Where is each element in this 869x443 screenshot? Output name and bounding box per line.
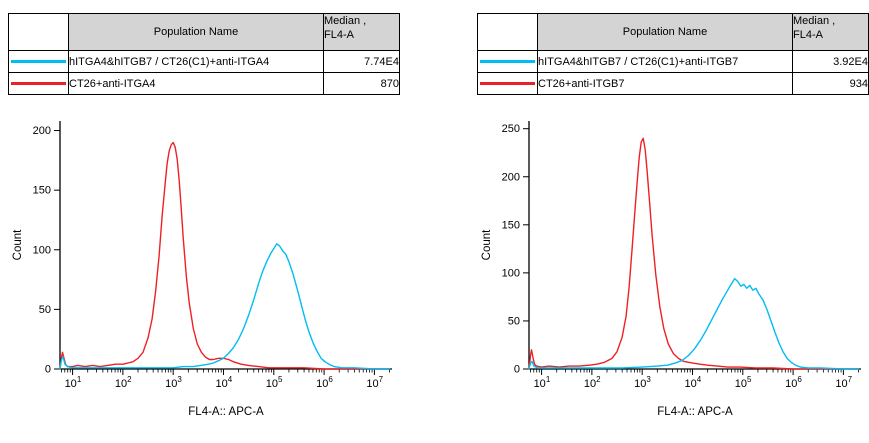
- series-color-swatch: [480, 60, 535, 63]
- svg-text:102: 102: [584, 375, 601, 390]
- series-color-swatch: [480, 82, 535, 85]
- svg-text:50: 50: [508, 315, 520, 327]
- legend-row: hITGA4&hITGB7 / CT26(C1)+anti-ITGA4 7.74…: [8, 50, 400, 73]
- svg-text:102: 102: [115, 375, 132, 390]
- svg-text:106: 106: [316, 375, 333, 390]
- legend-table: Population Name Median , FL4-A hITGA4&hI…: [477, 13, 869, 95]
- series-color-swatch: [11, 82, 66, 85]
- svg-text:107: 107: [366, 375, 383, 390]
- legend-header-median-line1: Median ,: [793, 15, 836, 27]
- svg-text:Count: Count: [12, 229, 24, 260]
- svg-text:150: 150: [33, 185, 51, 197]
- legend-header-median-line1: Median ,: [324, 15, 367, 27]
- panel-anti-itga4: Population Name Median , FL4-A hITGA4&hI…: [8, 13, 400, 443]
- legend-row: hITGA4&hITGB7 / CT26(C1)+anti-ITGB7 3.92…: [477, 50, 869, 73]
- legend-table: Population Name Median , FL4-A hITGA4&hI…: [8, 13, 400, 95]
- svg-text:107: 107: [835, 375, 852, 390]
- median-value: 3.92E4: [792, 50, 869, 73]
- svg-text:50: 50: [39, 304, 51, 316]
- flow-histogram-anti-itgb7: 0 50 100 150 200 250 101 102 103 104 105 106 107 FL4-…: [481, 121, 861, 418]
- legend-swatch-cell: [477, 72, 538, 95]
- legend-header-population: Population Name: [68, 13, 324, 51]
- svg-text:105: 105: [735, 375, 752, 390]
- svg-text:0: 0: [45, 364, 51, 376]
- svg-text:101: 101: [534, 375, 551, 390]
- svg-text:200: 200: [502, 171, 520, 183]
- svg-text:100: 100: [502, 267, 520, 279]
- svg-text:250: 250: [502, 123, 520, 135]
- median-value: 7.74E4: [323, 50, 400, 73]
- svg-text:Count: Count: [481, 229, 493, 260]
- legend-header-median-line2: FL4-A: [324, 29, 354, 41]
- panel-anti-itgb7: Population Name Median , FL4-A hITGA4&hI…: [477, 13, 869, 443]
- population-name: hITGA4&hITGB7 / CT26(C1)+anti-ITGA4: [68, 50, 324, 73]
- svg-text:104: 104: [684, 375, 701, 390]
- legend-header-median: Median , FL4-A: [792, 13, 869, 51]
- legend-header-population: Population Name: [537, 13, 793, 51]
- population-name: CT26+anti-ITGB7: [537, 72, 793, 95]
- legend-swatch-cell: [8, 72, 69, 95]
- svg-text:103: 103: [165, 375, 182, 390]
- svg-text:103: 103: [634, 375, 651, 390]
- legend-swatch-cell: [477, 50, 538, 73]
- population-name: CT26+anti-ITGA4: [68, 72, 324, 95]
- series-color-swatch: [11, 60, 66, 63]
- svg-text:101: 101: [65, 375, 82, 390]
- population-name: hITGA4&hITGB7 / CT26(C1)+anti-ITGB7: [537, 50, 793, 73]
- legend-header-median-line2: FL4-A: [793, 29, 823, 41]
- legend-corner-cell: [477, 13, 538, 51]
- svg-text:106: 106: [785, 375, 802, 390]
- svg-text:200: 200: [33, 125, 51, 137]
- svg-text:104: 104: [215, 375, 232, 390]
- legend-swatch-cell: [8, 50, 69, 73]
- legend-row: CT26+anti-ITGB7 934: [477, 72, 869, 95]
- median-value: 870: [323, 72, 400, 95]
- svg-text:FL4-A:: APC-A: FL4-A:: APC-A: [188, 406, 264, 418]
- svg-text:105: 105: [266, 375, 283, 390]
- svg-text:100: 100: [33, 244, 51, 256]
- legend-row: CT26+anti-ITGA4 870: [8, 72, 400, 95]
- legend-corner-cell: [8, 13, 69, 51]
- legend-header-median: Median , FL4-A: [323, 13, 400, 51]
- svg-text:FL4-A:: APC-A: FL4-A:: APC-A: [657, 406, 733, 418]
- svg-text:0: 0: [514, 364, 520, 376]
- svg-text:150: 150: [502, 219, 520, 231]
- median-value: 934: [792, 72, 869, 95]
